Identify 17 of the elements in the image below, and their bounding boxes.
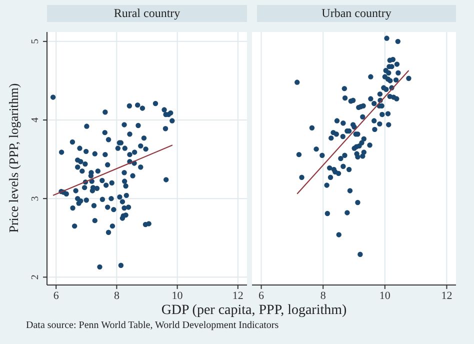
y-axis-title: Price levels (PPP, logarithm) (6, 83, 22, 233)
x-tick-label: 12 (232, 290, 244, 302)
x-tick-label: 8 (114, 290, 120, 302)
y-tick-label: 5 (30, 38, 41, 44)
x-tick-label: 8 (320, 290, 326, 302)
y-tick-label: 3 (30, 196, 41, 202)
x-tick-label: 12 (441, 290, 452, 302)
x-tick-label: 10 (379, 290, 391, 302)
chart-title: Rural country (47, 5, 247, 22)
x-tick-label: 6 (53, 290, 60, 302)
x-tick-label: 10 (172, 290, 184, 302)
x-axis-title: GDP (per capita, PPP, logarithm) (160, 303, 348, 319)
y-tick-label: 4 (30, 118, 41, 122)
source-note: Data source: Penn World Table, World Development Indicators (26, 320, 279, 331)
y-tick-label: 2 (30, 274, 41, 280)
x-tick-label: 6 (258, 290, 265, 302)
chart-title: Urban country (257, 5, 456, 22)
